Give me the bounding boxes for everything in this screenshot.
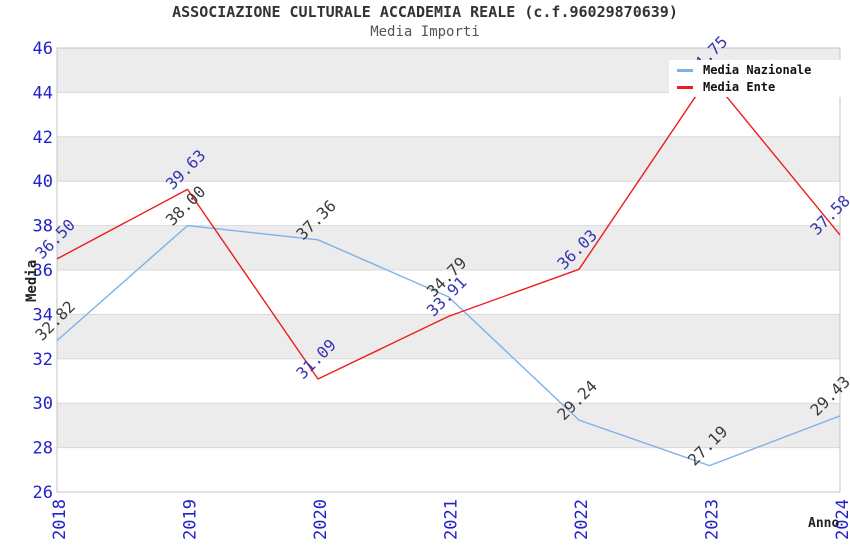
legend: Media Nazionale Media Ente: [669, 60, 845, 97]
chart-subtitle: Media Importi: [370, 24, 480, 40]
media-nazionale-swatch-icon: [677, 68, 693, 72]
y-axis-label: Media: [24, 259, 40, 302]
svg-text:40: 40: [33, 172, 53, 192]
x-axis-label: Anno: [808, 516, 840, 531]
svg-text:30: 30: [33, 394, 53, 414]
x-axis-tick-labels: 2018 2019 2020 2021 2022 2023 2024: [50, 499, 850, 540]
legend-item-media-nazionale: Media Nazionale: [677, 62, 845, 78]
legend-item-media-ente: Media Ente: [677, 79, 845, 95]
svg-text:28: 28: [33, 439, 53, 459]
svg-text:2018: 2018: [50, 499, 70, 540]
plot-gridlines: [57, 47, 840, 493]
legend-label-media-nazionale: Media Nazionale: [703, 63, 812, 77]
svg-text:2019: 2019: [181, 499, 201, 540]
svg-text:36: 36: [33, 261, 53, 281]
legend-label-media-ente: Media Ente: [703, 80, 776, 94]
svg-text:2024: 2024: [833, 499, 850, 540]
y-axis-tick-labels: 26 28 30 32 34 36 38 40 42 44 46: [33, 39, 53, 503]
svg-text:38.00: 38.00: [162, 182, 209, 229]
svg-text:38: 38: [33, 217, 53, 237]
svg-text:32: 32: [33, 350, 53, 370]
svg-text:2020: 2020: [311, 499, 331, 540]
series-media-nazionale-line: [56, 224, 841, 467]
plot-border: [56, 47, 841, 493]
svg-text:34: 34: [33, 305, 53, 325]
svg-text:42: 42: [33, 128, 53, 148]
svg-text:2023: 2023: [703, 499, 723, 540]
svg-text:26: 26: [33, 483, 53, 503]
svg-text:2021: 2021: [442, 499, 462, 540]
svg-text:46: 46: [33, 39, 53, 59]
svg-text:2022: 2022: [572, 499, 592, 540]
svg-text:44: 44: [33, 83, 53, 103]
media-ente-swatch-icon: [677, 85, 693, 89]
chart-title: ASSOCIAZIONE CULTURALE ACCADEMIA REALE (…: [172, 3, 678, 21]
plot-bands: [57, 48, 840, 448]
